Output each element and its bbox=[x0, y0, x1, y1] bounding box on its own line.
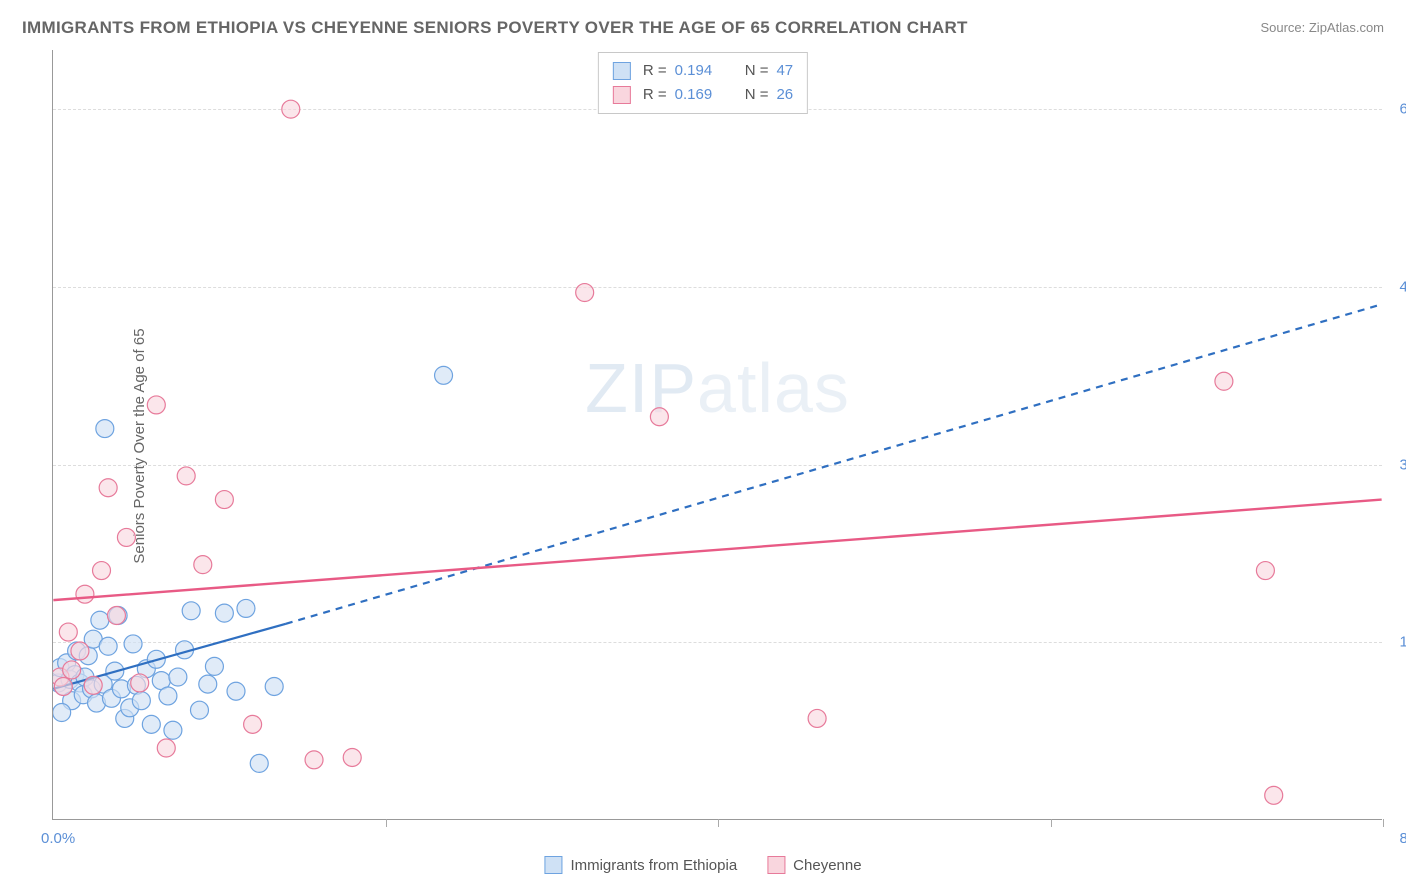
scatter-point bbox=[199, 675, 217, 693]
legend-series: Immigrants from Ethiopia Cheyenne bbox=[544, 856, 861, 874]
scatter-point bbox=[147, 396, 165, 414]
scatter-point bbox=[54, 678, 72, 696]
y-tick-label: 30.0% bbox=[1399, 456, 1406, 473]
x-max-label: 80.0% bbox=[1399, 830, 1406, 847]
scatter-point bbox=[99, 479, 117, 497]
scatter-point bbox=[305, 751, 323, 769]
scatter-point bbox=[237, 599, 255, 617]
stat-n-label: N = bbox=[745, 83, 769, 107]
scatter-point bbox=[99, 637, 117, 655]
stat-r-label: R = bbox=[643, 83, 667, 107]
legend-item: Cheyenne bbox=[767, 856, 861, 874]
scatter-point bbox=[1265, 786, 1283, 804]
trend-line bbox=[53, 500, 1381, 601]
scatter-point bbox=[205, 657, 223, 675]
scatter-point bbox=[107, 607, 125, 625]
scatter-point bbox=[227, 682, 245, 700]
scatter-point bbox=[157, 739, 175, 757]
scatter-point bbox=[1215, 372, 1233, 390]
scatter-point bbox=[435, 366, 453, 384]
x-tick bbox=[1051, 819, 1052, 827]
stat-r-value: 0.194 bbox=[675, 59, 713, 83]
x-tick bbox=[386, 819, 387, 827]
scatter-point bbox=[91, 611, 109, 629]
x-tick bbox=[718, 819, 719, 827]
scatter-point bbox=[63, 661, 81, 679]
scatter-point bbox=[132, 692, 150, 710]
scatter-point bbox=[215, 604, 233, 622]
scatter-point bbox=[177, 467, 195, 485]
scatter-point bbox=[96, 420, 114, 438]
legend-label: Immigrants from Ethiopia bbox=[570, 857, 737, 874]
scatter-point bbox=[244, 715, 262, 733]
scatter-point bbox=[164, 721, 182, 739]
y-tick-label: 60.0% bbox=[1399, 101, 1406, 118]
stat-r-label: R = bbox=[643, 59, 667, 83]
stat-n-value: 26 bbox=[776, 83, 793, 107]
scatter-point bbox=[215, 491, 233, 509]
stat-n-label: N = bbox=[745, 59, 769, 83]
scatter-point bbox=[59, 623, 77, 641]
legend-label: Cheyenne bbox=[793, 857, 861, 874]
legend-stats: R = 0.194 N = 47R = 0.169 N = 26 bbox=[598, 52, 808, 114]
scatter-point bbox=[71, 642, 89, 660]
chart-title: IMMIGRANTS FROM ETHIOPIA VS CHEYENNE SEN… bbox=[22, 18, 968, 38]
scatter-point bbox=[169, 668, 187, 686]
x-tick bbox=[1383, 819, 1384, 827]
scatter-point bbox=[343, 748, 361, 766]
scatter-point bbox=[93, 562, 111, 580]
chart-svg bbox=[53, 50, 1382, 819]
scatter-point bbox=[250, 754, 268, 772]
stat-r-value: 0.169 bbox=[675, 83, 713, 107]
scatter-point bbox=[194, 556, 212, 574]
scatter-point bbox=[84, 676, 102, 694]
scatter-point bbox=[76, 585, 94, 603]
scatter-point bbox=[190, 701, 208, 719]
stat-n-value: 47 bbox=[776, 59, 793, 83]
scatter-point bbox=[182, 602, 200, 620]
scatter-point bbox=[808, 709, 826, 727]
scatter-point bbox=[142, 715, 160, 733]
scatter-point bbox=[117, 528, 135, 546]
scatter-point bbox=[159, 687, 177, 705]
legend-stat-row: R = 0.194 N = 47 bbox=[613, 59, 793, 83]
scatter-point bbox=[1256, 562, 1274, 580]
x-origin-label: 0.0% bbox=[41, 830, 75, 847]
y-tick-label: 45.0% bbox=[1399, 278, 1406, 295]
plot-area: ZIPatlas 0.0% 80.0% 15.0%30.0%45.0%60.0% bbox=[52, 50, 1382, 820]
scatter-point bbox=[265, 678, 283, 696]
legend-swatch bbox=[767, 856, 785, 874]
scatter-point bbox=[650, 408, 668, 426]
scatter-point bbox=[576, 284, 594, 302]
legend-stat-row: R = 0.169 N = 26 bbox=[613, 83, 793, 107]
legend-item: Immigrants from Ethiopia bbox=[544, 856, 737, 874]
scatter-point bbox=[282, 100, 300, 118]
legend-swatch bbox=[544, 856, 562, 874]
y-tick-label: 15.0% bbox=[1399, 634, 1406, 651]
legend-swatch bbox=[613, 62, 631, 80]
scatter-point bbox=[131, 674, 149, 692]
source-label: Source: ZipAtlas.com bbox=[1260, 20, 1384, 35]
trend-line-dashed bbox=[286, 304, 1382, 623]
scatter-point bbox=[124, 635, 142, 653]
scatter-point bbox=[53, 704, 71, 722]
legend-swatch bbox=[613, 86, 631, 104]
